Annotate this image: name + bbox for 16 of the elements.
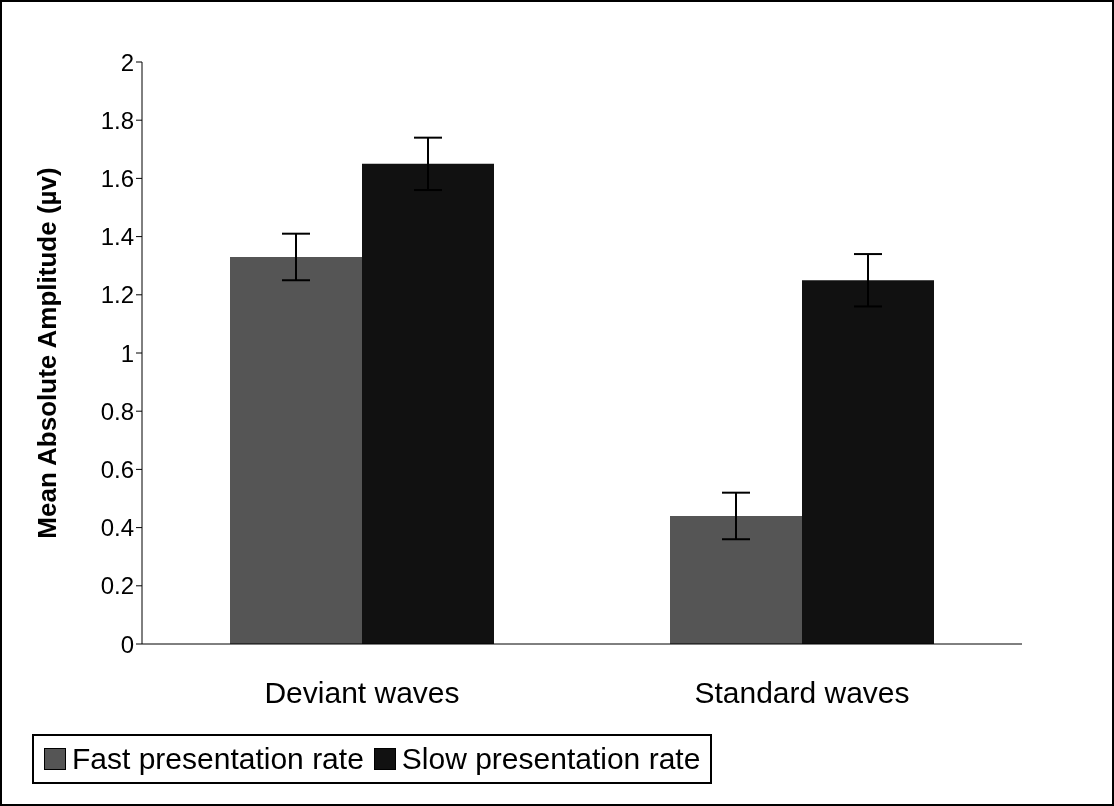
y-tick-label: 0.6 [100,455,134,483]
y-tick-label: 1.6 [100,164,134,192]
x-tick-label: Standard waves [694,676,910,710]
y-tick-label: 0.4 [100,514,134,542]
y-tick-label: 2 [120,48,134,76]
legend-label: Slow presentation rate [400,742,701,776]
y-tick-label: 1.2 [100,281,134,309]
x-tick-label: Deviant waves [264,676,460,710]
y-tick-label: 1.4 [100,223,134,251]
y-tick-label: 0.2 [100,572,134,600]
y-tick-label: 0 [120,630,134,658]
legend-label: Fast presentation rate [71,742,364,776]
y-tick-label: 1 [120,339,134,367]
y-tick-label: 0.8 [100,397,134,425]
y-axis-title: Mean Absolute Amplitude (µv) [32,167,63,539]
y-tick-label: 1.8 [100,106,134,134]
